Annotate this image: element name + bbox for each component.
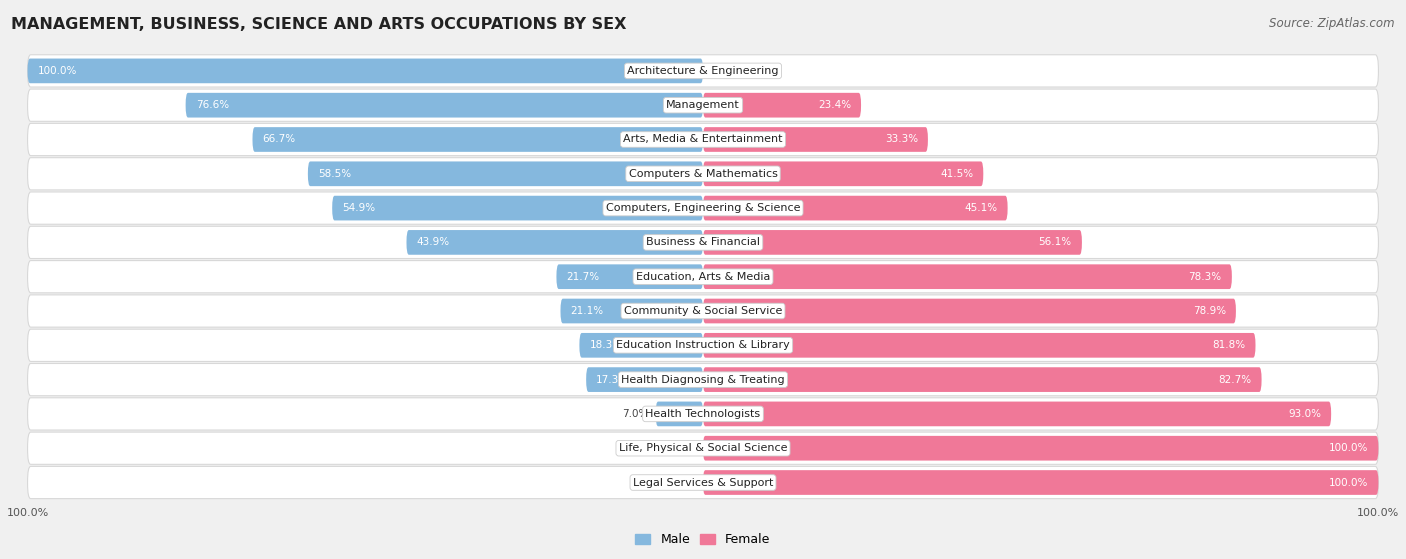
Text: 21.1%: 21.1% [571, 306, 603, 316]
Text: 56.1%: 56.1% [1039, 238, 1071, 248]
FancyBboxPatch shape [557, 264, 703, 289]
Text: Health Diagnosing & Treating: Health Diagnosing & Treating [621, 375, 785, 385]
Text: Education, Arts & Media: Education, Arts & Media [636, 272, 770, 282]
FancyBboxPatch shape [28, 124, 1378, 155]
Text: 54.9%: 54.9% [342, 203, 375, 213]
Text: 66.7%: 66.7% [263, 135, 295, 144]
FancyBboxPatch shape [586, 367, 703, 392]
FancyBboxPatch shape [406, 230, 703, 255]
Text: Arts, Media & Entertainment: Arts, Media & Entertainment [623, 135, 783, 144]
FancyBboxPatch shape [703, 127, 928, 152]
Text: 76.6%: 76.6% [195, 100, 229, 110]
Text: Community & Social Service: Community & Social Service [624, 306, 782, 316]
Text: 78.3%: 78.3% [1188, 272, 1222, 282]
Text: 41.5%: 41.5% [941, 169, 973, 179]
Text: Management: Management [666, 100, 740, 110]
Text: 58.5%: 58.5% [318, 169, 352, 179]
Text: Legal Services & Support: Legal Services & Support [633, 477, 773, 487]
FancyBboxPatch shape [28, 260, 1378, 293]
Text: Education Instruction & Library: Education Instruction & Library [616, 340, 790, 350]
FancyBboxPatch shape [28, 158, 1378, 190]
Text: Business & Financial: Business & Financial [645, 238, 761, 248]
Text: Source: ZipAtlas.com: Source: ZipAtlas.com [1270, 17, 1395, 30]
FancyBboxPatch shape [332, 196, 703, 220]
FancyBboxPatch shape [28, 363, 1378, 396]
Text: 100.0%: 100.0% [1329, 443, 1368, 453]
FancyBboxPatch shape [703, 367, 1261, 392]
Text: 81.8%: 81.8% [1212, 340, 1246, 350]
Text: Health Technologists: Health Technologists [645, 409, 761, 419]
FancyBboxPatch shape [655, 401, 703, 427]
FancyBboxPatch shape [703, 436, 1378, 461]
Text: Computers, Engineering & Science: Computers, Engineering & Science [606, 203, 800, 213]
Text: 33.3%: 33.3% [884, 135, 918, 144]
Text: Life, Physical & Social Science: Life, Physical & Social Science [619, 443, 787, 453]
FancyBboxPatch shape [703, 162, 983, 186]
Text: 78.9%: 78.9% [1192, 306, 1226, 316]
FancyBboxPatch shape [703, 299, 1236, 323]
Text: MANAGEMENT, BUSINESS, SCIENCE AND ARTS OCCUPATIONS BY SEX: MANAGEMENT, BUSINESS, SCIENCE AND ARTS O… [11, 17, 627, 32]
FancyBboxPatch shape [28, 192, 1378, 224]
Text: Architecture & Engineering: Architecture & Engineering [627, 66, 779, 76]
Text: 82.7%: 82.7% [1219, 375, 1251, 385]
Text: 43.9%: 43.9% [416, 238, 450, 248]
FancyBboxPatch shape [703, 470, 1378, 495]
FancyBboxPatch shape [28, 55, 1378, 87]
FancyBboxPatch shape [186, 93, 703, 117]
Text: 17.3%: 17.3% [596, 375, 630, 385]
FancyBboxPatch shape [28, 398, 1378, 430]
FancyBboxPatch shape [28, 89, 1378, 121]
Text: 0.0%: 0.0% [666, 443, 693, 453]
FancyBboxPatch shape [308, 162, 703, 186]
FancyBboxPatch shape [28, 432, 1378, 465]
FancyBboxPatch shape [703, 93, 860, 117]
FancyBboxPatch shape [561, 299, 703, 323]
FancyBboxPatch shape [253, 127, 703, 152]
Text: 21.7%: 21.7% [567, 272, 600, 282]
Text: 18.3%: 18.3% [589, 340, 623, 350]
Text: 7.0%: 7.0% [623, 409, 650, 419]
FancyBboxPatch shape [28, 226, 1378, 258]
Text: 45.1%: 45.1% [965, 203, 997, 213]
FancyBboxPatch shape [703, 264, 1232, 289]
Legend: Male, Female: Male, Female [630, 528, 776, 551]
Text: 100.0%: 100.0% [1329, 477, 1368, 487]
FancyBboxPatch shape [703, 230, 1083, 255]
FancyBboxPatch shape [28, 295, 1378, 327]
Text: 93.0%: 93.0% [1288, 409, 1322, 419]
FancyBboxPatch shape [28, 59, 703, 83]
FancyBboxPatch shape [703, 401, 1331, 427]
FancyBboxPatch shape [28, 329, 1378, 362]
FancyBboxPatch shape [703, 333, 1256, 358]
Text: 0.0%: 0.0% [666, 477, 693, 487]
Text: 0.0%: 0.0% [713, 66, 740, 76]
FancyBboxPatch shape [703, 196, 1008, 220]
Text: 100.0%: 100.0% [38, 66, 77, 76]
Text: 23.4%: 23.4% [818, 100, 851, 110]
FancyBboxPatch shape [579, 333, 703, 358]
FancyBboxPatch shape [28, 466, 1378, 499]
Text: Computers & Mathematics: Computers & Mathematics [628, 169, 778, 179]
